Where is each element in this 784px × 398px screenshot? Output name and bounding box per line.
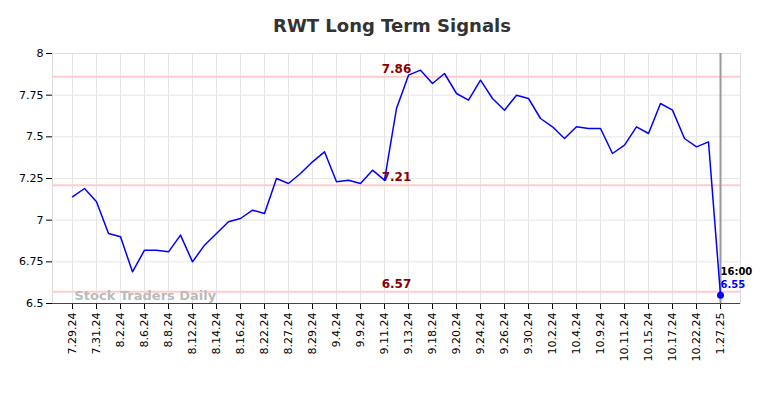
svg-text:9.11.24: 9.11.24 bbox=[378, 313, 391, 355]
svg-text:8.27.24: 8.27.24 bbox=[282, 313, 295, 355]
svg-text:7.25: 7.25 bbox=[19, 172, 44, 185]
svg-text:10.4.24: 10.4.24 bbox=[570, 313, 583, 355]
svg-text:16:00: 16:00 bbox=[721, 266, 753, 277]
svg-text:9.18.24: 9.18.24 bbox=[426, 313, 439, 355]
svg-text:1.27.25: 1.27.25 bbox=[714, 313, 727, 355]
svg-text:8.2.24: 8.2.24 bbox=[114, 313, 127, 348]
svg-text:7: 7 bbox=[37, 214, 44, 227]
svg-text:10.17.24: 10.17.24 bbox=[666, 312, 679, 361]
svg-text:6.55: 6.55 bbox=[721, 279, 746, 290]
svg-text:8.8.24: 8.8.24 bbox=[162, 313, 175, 348]
html-text:RWT Long Term Signals: RWT Long Term Signals bbox=[273, 15, 511, 36]
svg-text:9.26.24: 9.26.24 bbox=[498, 313, 511, 355]
svg-text:10.22.24: 10.22.24 bbox=[690, 312, 703, 361]
svg-text:6.57: 6.57 bbox=[382, 277, 412, 291]
svg-text:10.15.24: 10.15.24 bbox=[642, 312, 655, 361]
svg-text:7.75: 7.75 bbox=[19, 89, 44, 102]
svg-text:9.4.24: 9.4.24 bbox=[330, 313, 343, 348]
svg-text:7.29.24: 7.29.24 bbox=[66, 313, 79, 355]
svg-text:9.20.24: 9.20.24 bbox=[450, 313, 463, 355]
svg-text:6.75: 6.75 bbox=[19, 255, 44, 268]
svg-text:7.5: 7.5 bbox=[26, 130, 44, 143]
svg-text:8.6.24: 8.6.24 bbox=[138, 313, 151, 348]
svg-text:9.9.24: 9.9.24 bbox=[354, 313, 367, 348]
svg-text:8.16.24: 8.16.24 bbox=[234, 313, 247, 355]
svg-text:7.31.24: 7.31.24 bbox=[90, 313, 103, 355]
svg-text:8.22.24: 8.22.24 bbox=[258, 313, 271, 355]
svg-text:8.14.24: 8.14.24 bbox=[210, 313, 223, 355]
svg-text:7.86: 7.86 bbox=[382, 62, 412, 76]
svg-text:9.13.24: 9.13.24 bbox=[402, 313, 415, 355]
svg-text:10.9.24: 10.9.24 bbox=[594, 313, 607, 355]
svg-text:9.24.24: 9.24.24 bbox=[474, 313, 487, 355]
svg-text:10.2.24: 10.2.24 bbox=[546, 313, 559, 355]
svg-text:Stock Traders Daily: Stock Traders Daily bbox=[75, 288, 217, 303]
svg-text:7.21: 7.21 bbox=[381, 170, 412, 184]
svg-text:8: 8 bbox=[37, 47, 44, 60]
svg-text:8.12.24: 8.12.24 bbox=[186, 313, 199, 355]
svg-text:9.30.24: 9.30.24 bbox=[522, 313, 535, 355]
svg-text:6.5: 6.5 bbox=[26, 297, 44, 310]
svg-text:10.11.24: 10.11.24 bbox=[618, 312, 631, 361]
svg-text:8.29.24: 8.29.24 bbox=[306, 313, 319, 355]
